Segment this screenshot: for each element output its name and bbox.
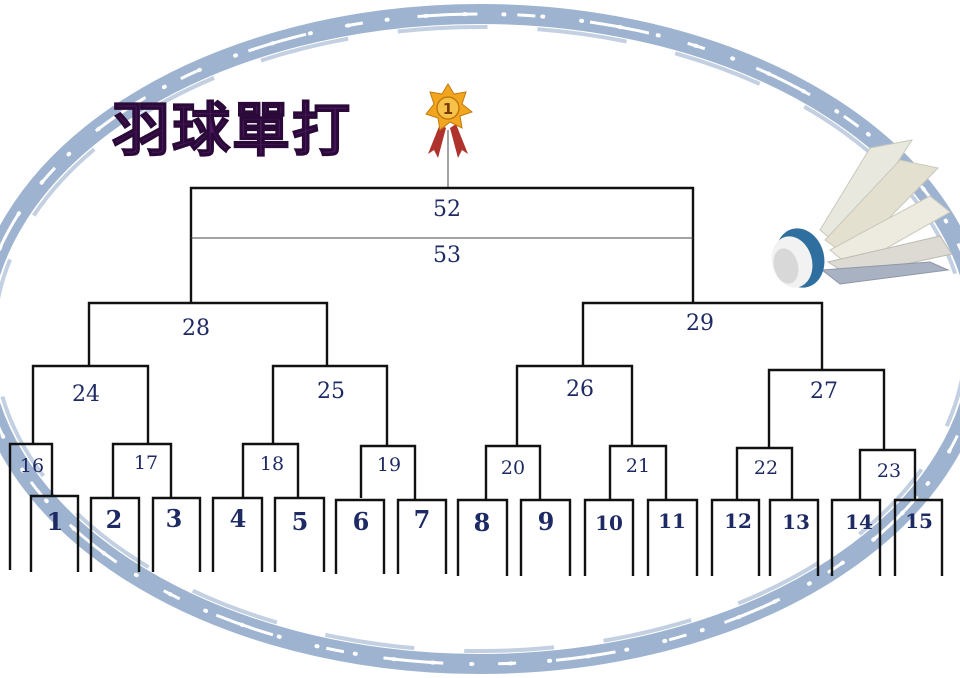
round2-match-label: 17 (134, 452, 158, 474)
player-slot: 11 (658, 509, 686, 533)
semi-match-label: 29 (686, 311, 714, 336)
shuttlecock-icon (771, 139, 953, 288)
match-labels: 52 53 28 29 24 25 26 27 16 17 18 19 20 2… (20, 197, 901, 482)
gold-medal-icon: 1 (425, 83, 474, 188)
player-slot: 3 (166, 504, 183, 533)
quarter-match-label: 27 (810, 379, 838, 404)
round2-match-label: 21 (626, 455, 650, 477)
final-match-top: 52 (433, 197, 461, 222)
round2-match-label: 18 (260, 453, 284, 475)
player-slot: 5 (292, 507, 309, 536)
page-title: 羽球單打 (112, 96, 352, 164)
final-match-bottom: 53 (433, 243, 461, 268)
quarter-match-label: 25 (317, 379, 345, 404)
round2-match-label: 23 (877, 460, 901, 482)
player-slot: 8 (474, 508, 491, 537)
medal-number: 1 (443, 100, 453, 118)
player-slot: 12 (724, 509, 752, 533)
round2-match-label: 16 (20, 455, 44, 477)
semi-match-label: 28 (182, 316, 210, 341)
player-slot: 13 (782, 510, 810, 534)
player-slot: 14 (845, 510, 873, 534)
quarter-match-label: 26 (566, 377, 594, 402)
player-labels: 1 2 3 4 5 6 7 8 9 10 11 12 13 14 15 (47, 504, 933, 537)
round2-match-label: 19 (377, 454, 401, 476)
oval-ribbon-frame (0, 4, 960, 674)
player-slot: 6 (353, 507, 370, 536)
bracket-lines (8, 186, 944, 576)
player-slot: 4 (230, 504, 247, 533)
player-slot: 7 (414, 505, 431, 534)
player-slot: 15 (905, 509, 933, 533)
round2-match-label: 20 (501, 457, 525, 479)
player-slot: 1 (47, 507, 64, 536)
player-slot: 9 (538, 507, 555, 536)
player-slot: 2 (106, 505, 123, 534)
round2-match-label: 22 (754, 457, 778, 479)
quarter-match-label: 24 (72, 382, 100, 407)
player-slot: 10 (595, 511, 623, 535)
